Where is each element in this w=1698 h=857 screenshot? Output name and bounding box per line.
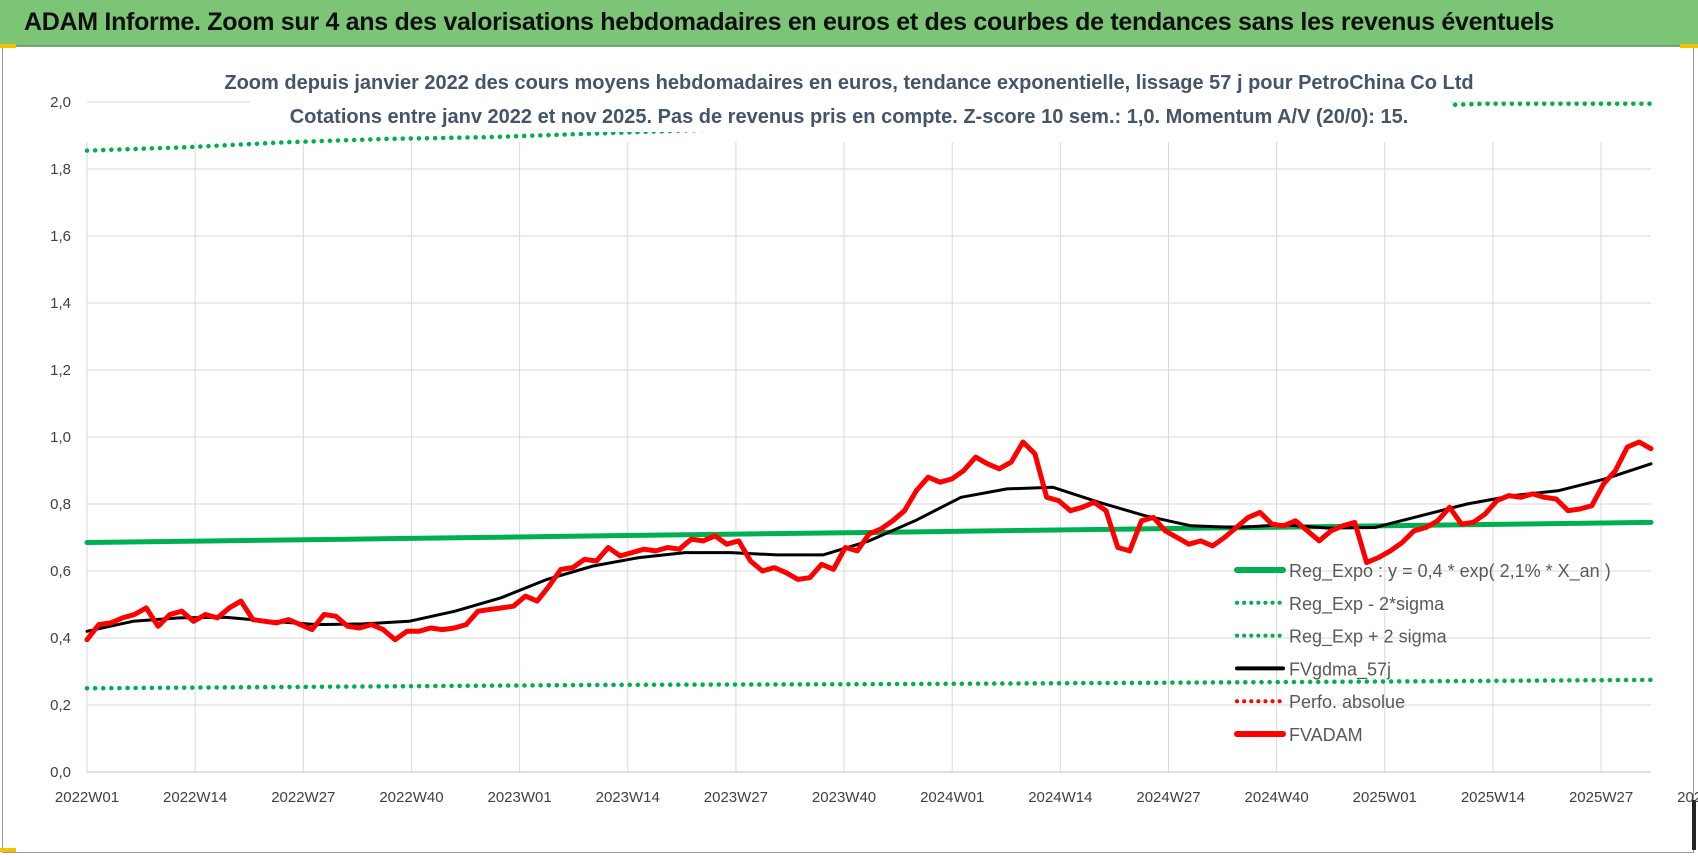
x-tick-label: 2025W14 — [1461, 789, 1525, 806]
x-tick-label: 2025W01 — [1353, 789, 1417, 806]
y-tick-label: 1,4 — [50, 295, 71, 312]
y-tick-label: 0,4 — [50, 630, 71, 647]
x-tick-label: 2022W27 — [271, 789, 335, 806]
legend-label: Reg_Expo : y = 0,4 * exp( 2,1% * X_an ) — [1289, 561, 1611, 582]
chart-title: Zoom depuis janvier 2022 des cours moyen… — [224, 72, 1473, 94]
y-tick-label: 2,0 — [50, 94, 71, 111]
y-tick-label: 0,6 — [50, 563, 71, 580]
legend-label: FVgdma_57j — [1289, 659, 1391, 680]
x-tick-label: 2024W14 — [1028, 789, 1092, 806]
x-tick-label: 2024W40 — [1245, 789, 1309, 806]
y-tick-label: 0,2 — [50, 697, 71, 714]
series-line-regexp — [84, 101, 1654, 153]
grid-lines — [86, 101, 1651, 773]
chart-frame — [2, 46, 1694, 853]
y-tick-label: 1,0 — [50, 429, 71, 446]
page-title: ADAM Informe. Zoom sur 4 ans des valoris… — [24, 8, 1554, 36]
x-tick-label: 2023W27 — [704, 789, 768, 806]
series-group — [84, 101, 1654, 691]
x-tick-label: 2023W40 — [812, 789, 876, 806]
chart-subtitle: Cotations entre janv 2022 et nov 2025. P… — [290, 106, 1409, 128]
x-tick-label: 2023W01 — [487, 789, 551, 806]
y-axis-ticks: 0,0 0,2 0,4 0,6 0,8 1,0 1,2 1,4 1,6 1,8 2,0 — [50, 94, 71, 781]
x-tick-label: 2023W14 — [596, 789, 660, 806]
x-tick-label: 2022W14 — [163, 789, 227, 806]
y-tick-label: 0,8 — [50, 496, 71, 513]
corner-mark-bottom-right — [1692, 800, 1696, 850]
y-tick-label: 1,6 — [50, 228, 71, 245]
series-line-fvadam — [84, 439, 1654, 643]
legend-label: FVADAM — [1289, 725, 1363, 745]
corner-mark-right — [1680, 44, 1698, 48]
legend: Reg_Expo : y = 0,4 * exp( 2,1% * X_an ) R… — [1234, 561, 1611, 745]
x-tick-label: 2025W40 — [1677, 789, 1698, 806]
header-banner: ADAM Informe. Zoom sur 4 ans des valoris… — [0, 0, 1698, 46]
x-axis-ticks: 2022W01 2022W14 2022W27 2022W40 2023W01 2023W… — [55, 789, 1698, 806]
x-tick-label: 2024W27 — [1136, 789, 1200, 806]
series-line-regexp — [84, 677, 1654, 691]
y-tick-label: 1,2 — [50, 362, 71, 379]
legend-label: Reg_Exp + 2 sigma — [1289, 627, 1448, 648]
y-tick-label: 0,0 — [50, 764, 71, 781]
y-tick-label: 1,8 — [50, 161, 71, 178]
corner-mark-bottom-left — [0, 848, 16, 852]
x-tick-label: 2022W01 — [55, 789, 119, 806]
title-background — [250, 62, 1450, 132]
legend-label: Perfo. absolue — [1289, 692, 1405, 712]
corner-mark-left — [0, 44, 16, 48]
x-tick-label: 2024W01 — [920, 789, 984, 806]
x-tick-label: 2022W40 — [379, 789, 443, 806]
x-tick-label: 2025W27 — [1569, 789, 1633, 806]
legend-label: Reg_Exp - 2*sigma — [1289, 594, 1445, 615]
